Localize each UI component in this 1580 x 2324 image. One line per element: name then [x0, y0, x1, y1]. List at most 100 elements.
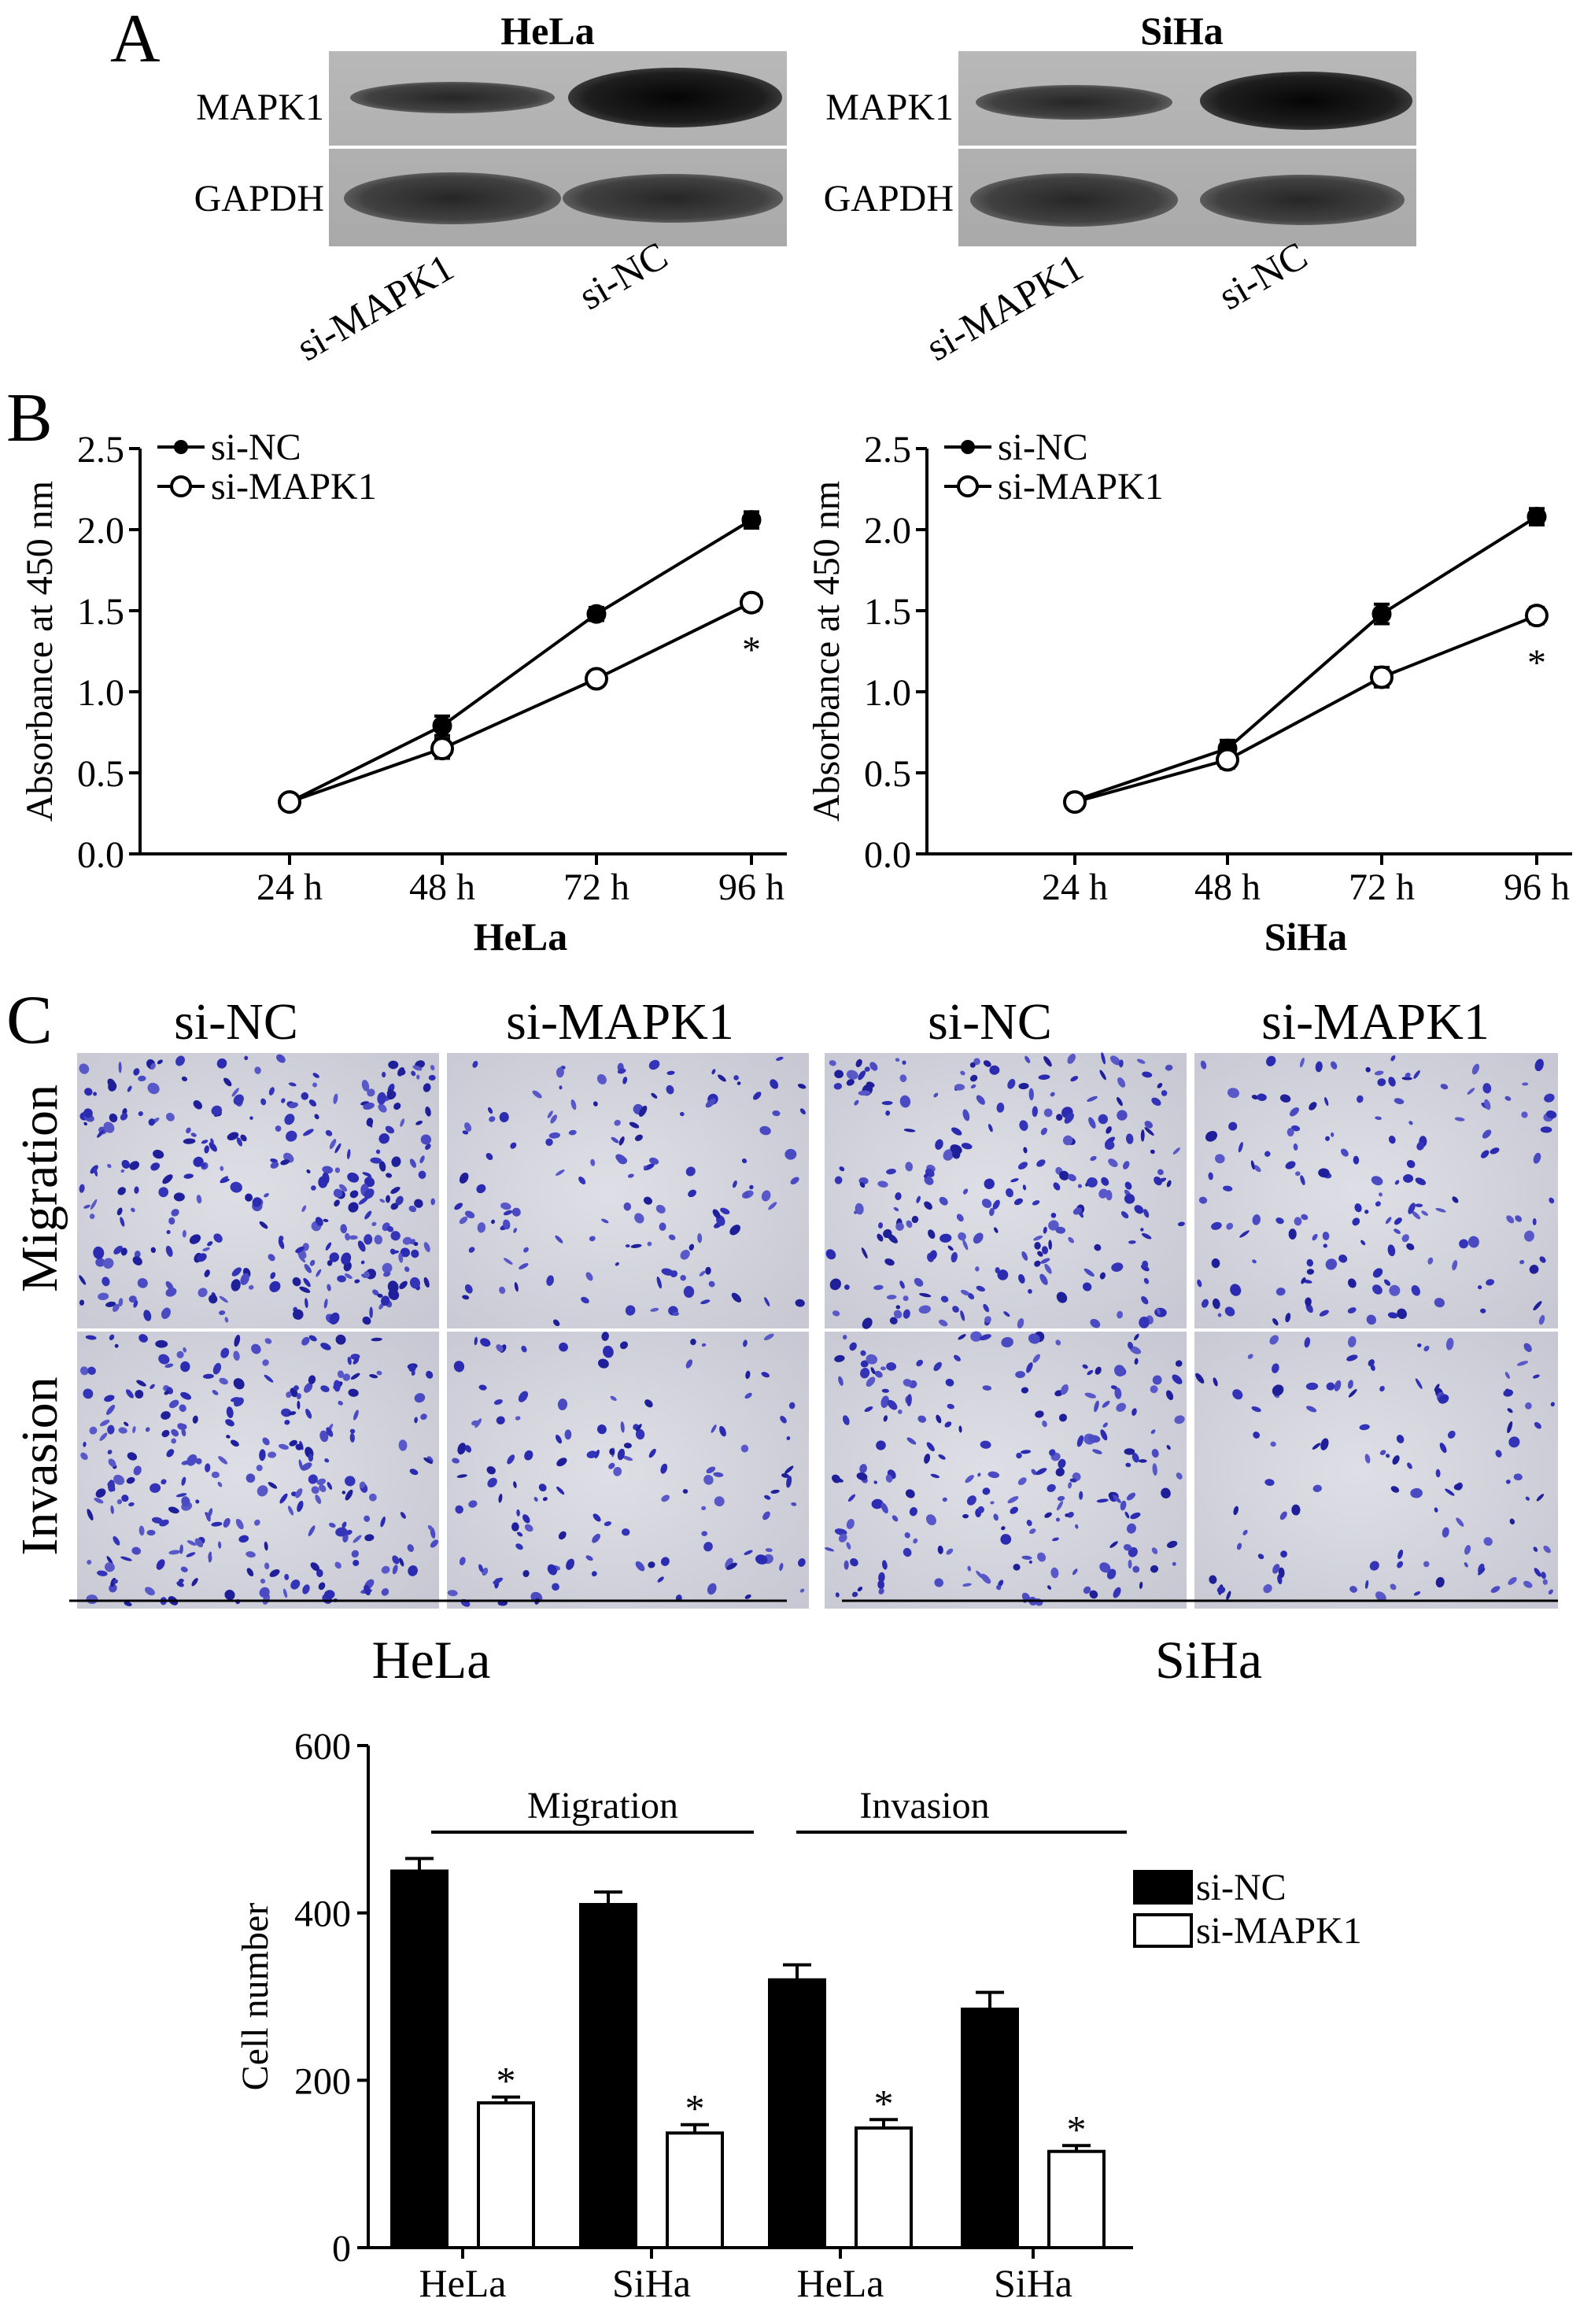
stained-cell	[371, 1221, 377, 1227]
stained-cell	[496, 1416, 505, 1424]
stained-cell	[292, 1277, 301, 1287]
stained-cell	[107, 1078, 116, 1088]
stained-cell	[423, 1083, 431, 1092]
stained-cell	[1353, 1155, 1360, 1165]
stained-cell	[93, 1092, 98, 1096]
stained-cell	[1270, 1441, 1276, 1447]
stained-cell	[1309, 1102, 1317, 1110]
band-siha-gapdh-sinc	[1200, 175, 1405, 225]
stained-cell	[284, 1420, 290, 1425]
stained-cell	[779, 1562, 784, 1571]
stained-cell	[409, 1277, 420, 1289]
stained-cell	[729, 1225, 740, 1236]
stained-cell	[1544, 1093, 1555, 1103]
stained-cell	[194, 1538, 204, 1548]
stained-cell	[763, 1333, 774, 1341]
y-tick-label: 1.0	[77, 672, 124, 714]
stained-cell	[1532, 1217, 1537, 1225]
stained-cell	[516, 1531, 523, 1537]
stained-cell	[1257, 1554, 1264, 1560]
stained-cell	[322, 1166, 334, 1174]
stained-cell	[259, 1587, 270, 1598]
legend-label: si-NC	[1196, 1867, 1287, 1908]
stained-cell	[275, 1125, 282, 1132]
stained-cell	[1099, 1272, 1106, 1280]
data-point-filled	[741, 510, 762, 530]
stained-cell	[386, 1091, 397, 1100]
stained-cell	[1174, 1415, 1185, 1424]
stained-cell	[148, 1118, 155, 1126]
stained-cell	[268, 1451, 277, 1458]
stained-cell	[179, 1544, 183, 1554]
stained-cell	[284, 1114, 295, 1125]
legend-swatch	[1133, 1913, 1193, 1948]
stained-cell	[1312, 1484, 1322, 1492]
stained-cell	[954, 1084, 965, 1091]
stained-cell	[755, 1554, 768, 1565]
stained-cell	[131, 1546, 142, 1555]
stained-cell	[1454, 1117, 1465, 1121]
stained-cell	[1224, 1306, 1235, 1317]
x-tick-label: 72 h	[1349, 866, 1415, 908]
stained-cell	[857, 1587, 863, 1592]
stained-cell	[79, 1275, 87, 1285]
stained-cell	[1347, 1278, 1357, 1288]
stained-cell	[480, 1338, 491, 1347]
stained-cell	[1099, 1070, 1106, 1081]
stained-cell	[1545, 1110, 1557, 1119]
legend-label: si-MAPK1	[211, 466, 377, 508]
stained-cell	[381, 1588, 389, 1596]
stained-cell	[515, 1543, 523, 1550]
stained-cell	[282, 1588, 288, 1598]
stained-cell	[303, 1277, 311, 1288]
stained-cell	[719, 1425, 726, 1437]
stained-cell	[462, 1130, 469, 1135]
stained-cell	[342, 1373, 351, 1381]
stained-cell	[1242, 1529, 1248, 1535]
stained-cell	[1035, 1468, 1047, 1476]
stained-cell	[1106, 1126, 1112, 1134]
stained-cell	[399, 1280, 408, 1290]
stained-cell	[95, 1258, 105, 1267]
stained-cell	[795, 1299, 805, 1307]
stained-cell	[1295, 1171, 1301, 1177]
stained-cell	[319, 1484, 327, 1492]
stained-cell	[825, 1249, 836, 1260]
stained-cell	[903, 1379, 913, 1387]
stained-cell	[980, 1573, 991, 1584]
x-tick-label: 72 h	[563, 866, 629, 908]
stained-cell	[491, 1219, 496, 1225]
stained-cell	[183, 1173, 194, 1179]
stained-cell	[555, 1434, 562, 1444]
stained-cell	[846, 1542, 851, 1550]
stained-cell	[1161, 1090, 1168, 1096]
stained-cell	[613, 1466, 622, 1476]
stained-cell	[1156, 1307, 1161, 1315]
stained-cell	[825, 1547, 835, 1552]
stained-cell	[984, 1178, 995, 1189]
stained-cell	[181, 1460, 190, 1465]
stained-cell	[428, 1074, 436, 1081]
stained-cell	[1251, 1095, 1259, 1100]
stained-cell	[1042, 1420, 1047, 1428]
stained-cell	[1275, 1288, 1286, 1296]
stained-cell	[165, 1245, 173, 1257]
stained-cell	[1059, 1170, 1069, 1180]
stained-cell	[1057, 1495, 1065, 1502]
stained-cell	[1172, 1374, 1183, 1384]
stained-cell	[1230, 1284, 1242, 1296]
stained-cell	[965, 1475, 974, 1483]
stained-cell	[308, 1335, 317, 1342]
stained-cell	[212, 1390, 219, 1395]
stained-cell	[398, 1439, 408, 1451]
stained-cell	[947, 1245, 954, 1251]
stained-cell	[743, 1339, 748, 1347]
stained-cell	[566, 1558, 575, 1570]
stained-cell	[236, 1137, 243, 1147]
stained-cell	[496, 1344, 504, 1352]
stained-cell	[1055, 1468, 1065, 1476]
blot-siha-title: SiHa	[1140, 9, 1224, 53]
stained-cell	[205, 1463, 211, 1472]
stained-cell	[1285, 1161, 1296, 1169]
stained-cell	[1306, 1406, 1317, 1413]
